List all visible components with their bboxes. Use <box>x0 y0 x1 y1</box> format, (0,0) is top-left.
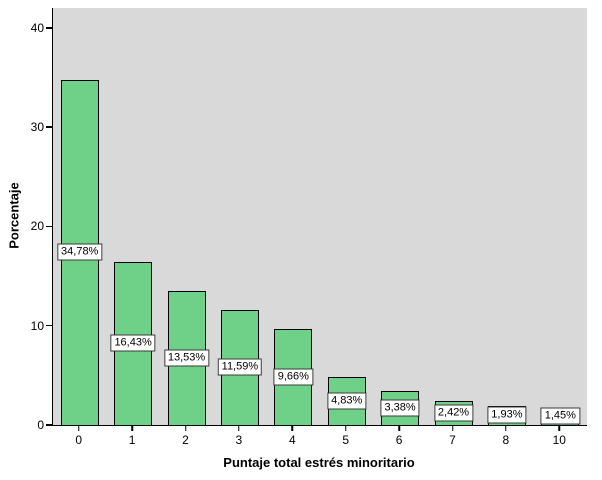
bar-value-label: 9,66% <box>273 368 313 386</box>
x-tick-label: 2 <box>182 433 189 447</box>
x-tick-mark <box>131 426 133 431</box>
x-tick-label: 5 <box>342 433 350 447</box>
bar-value-label: 16,43% <box>110 334 156 352</box>
x-tick-label: 3 <box>235 433 243 447</box>
x-tick-label: 8 <box>502 433 510 447</box>
y-tick-label: 30 <box>30 120 44 135</box>
x-tick-label: 10 <box>552 433 566 447</box>
x-axis-title: Puntaje total estrés minoritario <box>223 455 415 470</box>
bar-value-label: 1,93% <box>487 406 527 424</box>
bar-value-label: 1,45% <box>540 407 580 425</box>
y-tick-mark <box>46 424 52 426</box>
x-tick-mark <box>451 426 454 431</box>
y-tick-label: 0 <box>37 418 44 432</box>
x-tick-mark <box>344 426 347 431</box>
x-tick-label: 0 <box>75 433 83 447</box>
x-tick-mark <box>77 426 80 431</box>
bar-value-label: 13,53% <box>163 349 210 367</box>
bar-value-label: 11,59% <box>217 358 263 376</box>
y-tick-label: 40 <box>30 20 44 35</box>
bar-value-label: 4,83% <box>327 392 367 410</box>
bar-value-label: 3,38% <box>380 399 420 417</box>
x-tick-label: 1 <box>128 433 136 447</box>
bar-value-label: 34,78% <box>57 243 103 261</box>
y-tick-label: 10 <box>30 318 44 333</box>
x-tick-mark <box>291 426 294 431</box>
y-tick-label: 20 <box>30 219 44 234</box>
y-tick-mark <box>46 324 52 327</box>
y-tick-mark <box>46 225 52 228</box>
y-axis-title: Porcentaje <box>6 182 22 249</box>
x-tick-mark <box>238 426 240 431</box>
x-tick-label: 6 <box>395 433 403 447</box>
x-tick-mark <box>558 426 561 431</box>
bar-value-label: 2,42% <box>433 404 474 422</box>
x-tick-mark <box>398 426 400 431</box>
y-tick-mark <box>46 126 52 128</box>
x-tick-mark <box>505 426 507 431</box>
x-tick-label: 4 <box>288 433 296 447</box>
plot-area: 34,78% 16,43% 13,53% 11,59% 9,66% 4,83% 3,38% 2… <box>52 8 587 426</box>
x-tick-label: 7 <box>449 433 456 447</box>
y-tick-mark <box>46 27 52 29</box>
x-tick-mark <box>184 426 187 431</box>
